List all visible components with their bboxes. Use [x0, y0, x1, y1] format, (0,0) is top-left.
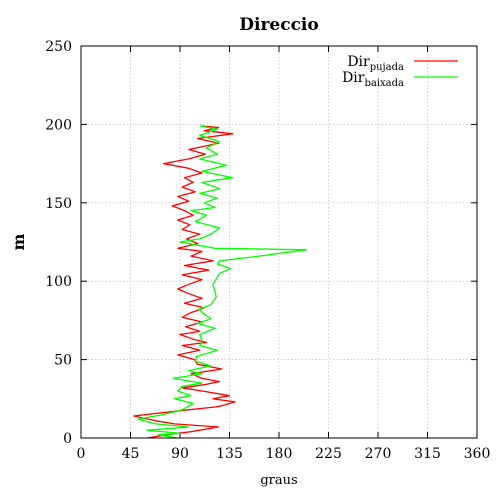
x-axis-label: graus — [260, 473, 297, 488]
chart-title: Direccio — [239, 15, 318, 35]
x-tick-label: 360 — [464, 446, 491, 462]
x-tick-label: 270 — [365, 446, 392, 462]
y-tick-label: 150 — [45, 196, 72, 212]
y-tick-label: 50 — [54, 353, 72, 369]
y-tick-label: 200 — [45, 117, 72, 133]
legend-label-baixada: Dirbaixada — [342, 70, 404, 89]
legend-label-pujada: Dirpujada — [347, 54, 404, 73]
y-axis-label: m — [9, 233, 28, 250]
plot-frame — [80, 45, 478, 439]
grid — [81, 46, 477, 438]
axis-ticks: 0 45 90 135 180 225 270 315 360 0 50 100 150 200 250 — [45, 39, 490, 462]
y-tick-label: 100 — [45, 274, 72, 290]
series-line-pujada — [133, 125, 236, 439]
y-tick-label: 250 — [45, 39, 72, 55]
x-tick-label: 90 — [171, 446, 189, 462]
x-tick-label: 180 — [266, 446, 293, 462]
x-tick-label: 0 — [77, 446, 86, 462]
x-tick-label: 315 — [414, 446, 441, 462]
y-tick-label: 0 — [63, 431, 72, 447]
series-line-baixada — [137, 125, 308, 439]
x-tick-label: 135 — [216, 446, 243, 462]
x-tick-label: 225 — [315, 446, 342, 462]
x-tick-label: 45 — [122, 446, 140, 462]
series-lines — [133, 125, 308, 439]
